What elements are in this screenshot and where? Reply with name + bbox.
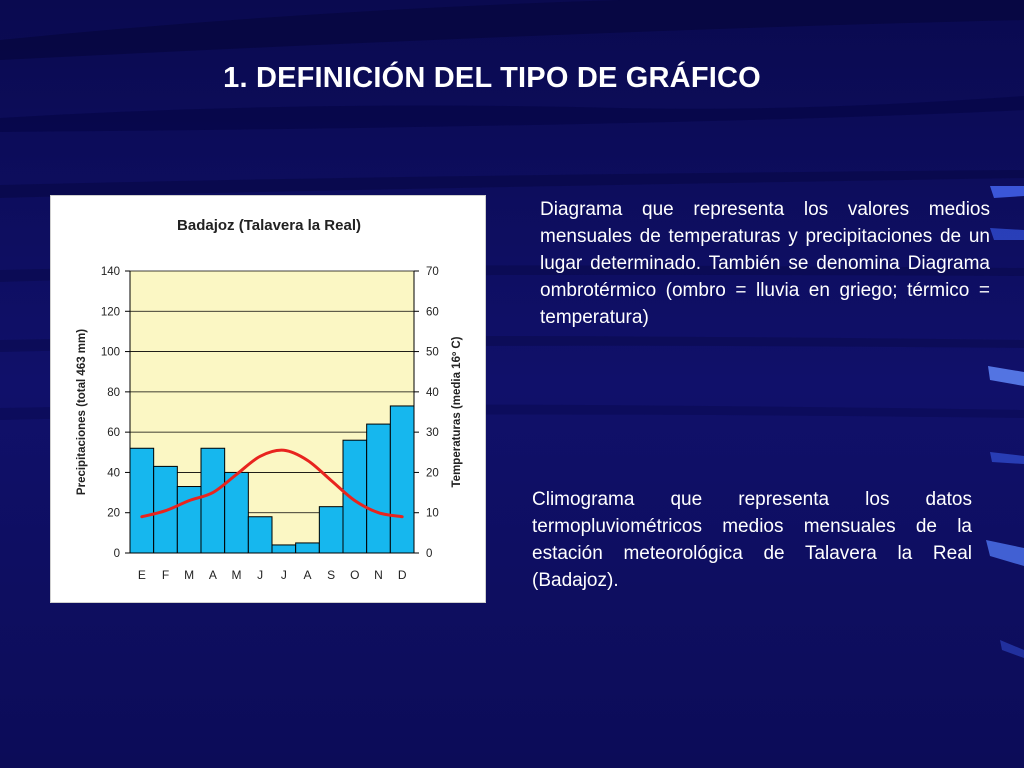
y-tick-label: 80 (107, 387, 120, 399)
precipitation-bar (295, 542, 320, 554)
precipitation-bar (366, 423, 391, 554)
y2-tick-label: 20 (426, 467, 439, 479)
description-definition: Diagrama que representa los valores medi… (540, 199, 990, 328)
axes: 0 0 20 10 40 20 60 30 80 40 100 50 120 60 140 70 E F M A M J J… (101, 266, 439, 582)
y2-tick-label: 70 (426, 266, 439, 278)
precipitation-bar (224, 471, 249, 554)
x-tick-label: J (281, 568, 287, 582)
x-tick-label: A (209, 568, 217, 582)
y-tick-label: 0 (114, 548, 120, 560)
y-tick-label: 20 (107, 508, 120, 520)
y2-tick-label: 60 (426, 306, 439, 318)
precipitation-bar (318, 506, 344, 554)
x-tick-label: F (162, 568, 169, 582)
y2-tick-label: 40 (426, 387, 439, 399)
y-tick-label: 120 (101, 306, 120, 318)
x-tick-label: A (303, 568, 311, 582)
y-tick-label: 100 (101, 347, 120, 359)
climograph-chart: 0 0 20 10 40 20 60 30 80 40 100 50 120 60 140 70 E F M A M J J… (50, 195, 486, 603)
chart-title: Badajoz (Talavera la Real) (177, 217, 361, 234)
x-tick-label: M (232, 568, 242, 582)
y2-tick-label: 0 (426, 548, 432, 560)
y2-tick-label: 30 (426, 427, 439, 439)
precipitation-bar (129, 447, 155, 554)
y-axis-label: Precipitaciones (total 463 mm) (76, 329, 88, 495)
precipitation-bar (389, 405, 415, 554)
precipitation-bar (247, 516, 273, 554)
precipitation-bar (200, 447, 226, 554)
x-tick-label: D (398, 568, 407, 582)
slide-title: 1. DEFINICIÓN DEL TIPO DE GRÁFICO (223, 62, 761, 94)
x-tick-label: S (327, 568, 335, 582)
precipitation-bar (271, 544, 297, 554)
y-tick-label: 40 (107, 467, 120, 479)
x-tick-label: E (138, 568, 146, 582)
precipitation-bar (176, 486, 202, 554)
description-station: Climograma que representa los datos term… (532, 489, 972, 591)
x-tick-label: O (350, 568, 359, 582)
precipitation-bar (342, 439, 368, 554)
temperature-line (140, 448, 404, 519)
x-tick-label: M (184, 568, 194, 582)
y2-tick-label: 10 (426, 508, 439, 520)
y2-tick-label: 50 (426, 347, 439, 359)
y-tick-label: 60 (107, 427, 120, 439)
temperature-series-line (140, 448, 404, 519)
chart-svg: 0 0 20 10 40 20 60 30 80 40 100 50 120 60 140 70 E F M A M J J… (76, 217, 463, 582)
x-tick-label: J (257, 568, 263, 582)
y-tick-label: 140 (101, 266, 120, 278)
x-tick-label: N (374, 568, 383, 582)
y2-axis-label: Temperaturas (media 16º C) (451, 336, 463, 487)
